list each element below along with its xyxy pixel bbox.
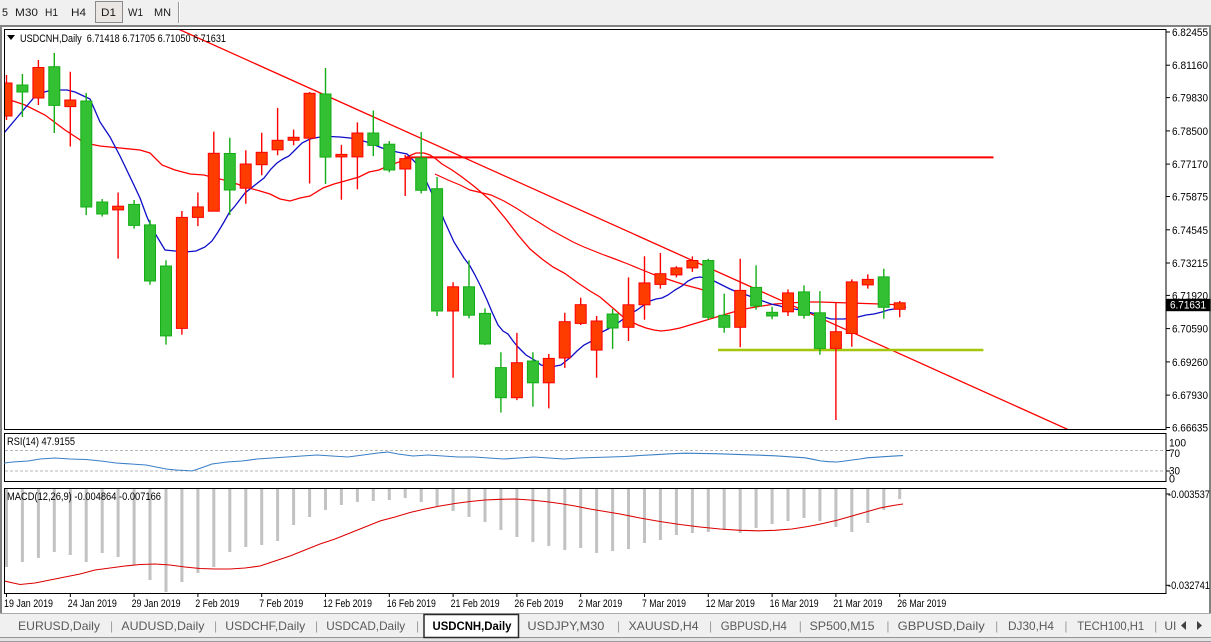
svg-text:|: |: [315, 619, 318, 633]
svg-text:7 Mar 2019: 7 Mar 2019: [642, 598, 686, 610]
svg-text:EURUSD,Daily: EURUSD,Daily: [18, 619, 100, 633]
svg-text:D1: D1: [101, 7, 116, 19]
svg-text:70: 70: [1169, 448, 1180, 460]
svg-text:UI: UI: [1164, 619, 1176, 633]
svg-text:XAUUSD,H4: XAUUSD,H4: [629, 619, 699, 633]
svg-text:2 Feb 2019: 2 Feb 2019: [195, 598, 239, 610]
svg-text:W1: W1: [128, 7, 143, 19]
svg-text:|: |: [886, 619, 889, 633]
svg-text:RSI(14) 47.9155: RSI(14) 47.9155: [7, 436, 75, 448]
svg-text:6.67930: 6.67930: [1172, 390, 1208, 402]
svg-text:26 Feb 2019: 26 Feb 2019: [514, 598, 563, 610]
svg-text:6.74545: 6.74545: [1172, 225, 1208, 237]
svg-text:H4: H4: [71, 7, 86, 19]
svg-text:|: |: [1154, 619, 1157, 633]
svg-text:USDJPY,M30: USDJPY,M30: [527, 619, 604, 633]
svg-text:6.71631: 6.71631: [1170, 300, 1206, 312]
svg-text:6.77170: 6.77170: [1172, 159, 1208, 171]
svg-text:6.81160: 6.81160: [1172, 60, 1208, 72]
svg-text:|: |: [416, 619, 419, 633]
svg-text:6.75875: 6.75875: [1172, 192, 1208, 204]
svg-text:100: 100: [1169, 438, 1186, 450]
svg-text:|: |: [617, 619, 620, 633]
svg-text:H1: H1: [45, 7, 58, 19]
svg-text:6.82455: 6.82455: [1172, 27, 1208, 39]
svg-text:AUDUSD,Daily: AUDUSD,Daily: [121, 619, 204, 633]
svg-text:6.78500: 6.78500: [1172, 126, 1208, 138]
svg-text:6.79830: 6.79830: [1172, 93, 1208, 105]
svg-text:29 Jan 2019: 29 Jan 2019: [132, 598, 181, 610]
svg-text:6.66635: 6.66635: [1172, 423, 1208, 435]
svg-text:30: 30: [1169, 466, 1180, 478]
svg-text:24 Jan 2019: 24 Jan 2019: [68, 598, 117, 610]
svg-text:M30: M30: [15, 7, 38, 19]
svg-text:MACD(12,26,9) -0.004864 -0.007: MACD(12,26,9) -0.004864 -0.007166: [7, 491, 161, 503]
svg-text:|: |: [1064, 619, 1067, 633]
svg-text:-0.032741: -0.032741: [1168, 580, 1210, 592]
svg-text:21 Mar 2019: 21 Mar 2019: [833, 598, 882, 610]
svg-text:|: |: [110, 619, 113, 633]
svg-text:SP500,M15: SP500,M15: [810, 619, 875, 633]
svg-text:21 Feb 2019: 21 Feb 2019: [451, 598, 500, 610]
svg-text:19 Jan 2019: 19 Jan 2019: [4, 598, 53, 610]
svg-text:12 Mar 2019: 12 Mar 2019: [706, 598, 755, 610]
svg-text:GBPUSD,Daily: GBPUSD,Daily: [898, 619, 985, 633]
svg-text:26 Mar 2019: 26 Mar 2019: [897, 598, 946, 610]
svg-text:TECH100,H1: TECH100,H1: [1077, 619, 1144, 633]
svg-text:|: |: [995, 619, 998, 633]
svg-text:|: |: [799, 619, 802, 633]
svg-text:2 Mar 2019: 2 Mar 2019: [578, 598, 622, 610]
svg-text:6.70590: 6.70590: [1172, 324, 1208, 336]
svg-text:USDCHF,Daily: USDCHF,Daily: [225, 619, 305, 633]
svg-text:0: 0: [1169, 474, 1175, 486]
svg-text:MN: MN: [154, 7, 171, 19]
svg-text:5: 5: [2, 7, 8, 19]
svg-text:6.73215: 6.73215: [1172, 258, 1208, 270]
svg-text:16 Mar 2019: 16 Mar 2019: [770, 598, 819, 610]
svg-text:USDCNH,Daily 6.71418 6.71705: USDCNH,Daily 6.71418 6.71705 6.71050 6.7…: [20, 33, 226, 45]
svg-text:-0.003537: -0.003537: [1168, 489, 1210, 501]
svg-text:16 Feb 2019: 16 Feb 2019: [387, 598, 436, 610]
svg-text:USDCAD,Daily: USDCAD,Daily: [326, 619, 405, 633]
svg-text:7 Feb 2019: 7 Feb 2019: [259, 598, 303, 610]
svg-text:GBPUSD,H4: GBPUSD,H4: [721, 619, 787, 633]
svg-text:|: |: [214, 619, 217, 633]
svg-text:DJ30,H4: DJ30,H4: [1008, 619, 1054, 633]
svg-text:6.69260: 6.69260: [1172, 357, 1208, 369]
svg-text:12 Feb 2019: 12 Feb 2019: [323, 598, 372, 610]
svg-text:USDCNH,Daily: USDCNH,Daily: [433, 619, 512, 633]
svg-text:|: |: [709, 619, 712, 633]
